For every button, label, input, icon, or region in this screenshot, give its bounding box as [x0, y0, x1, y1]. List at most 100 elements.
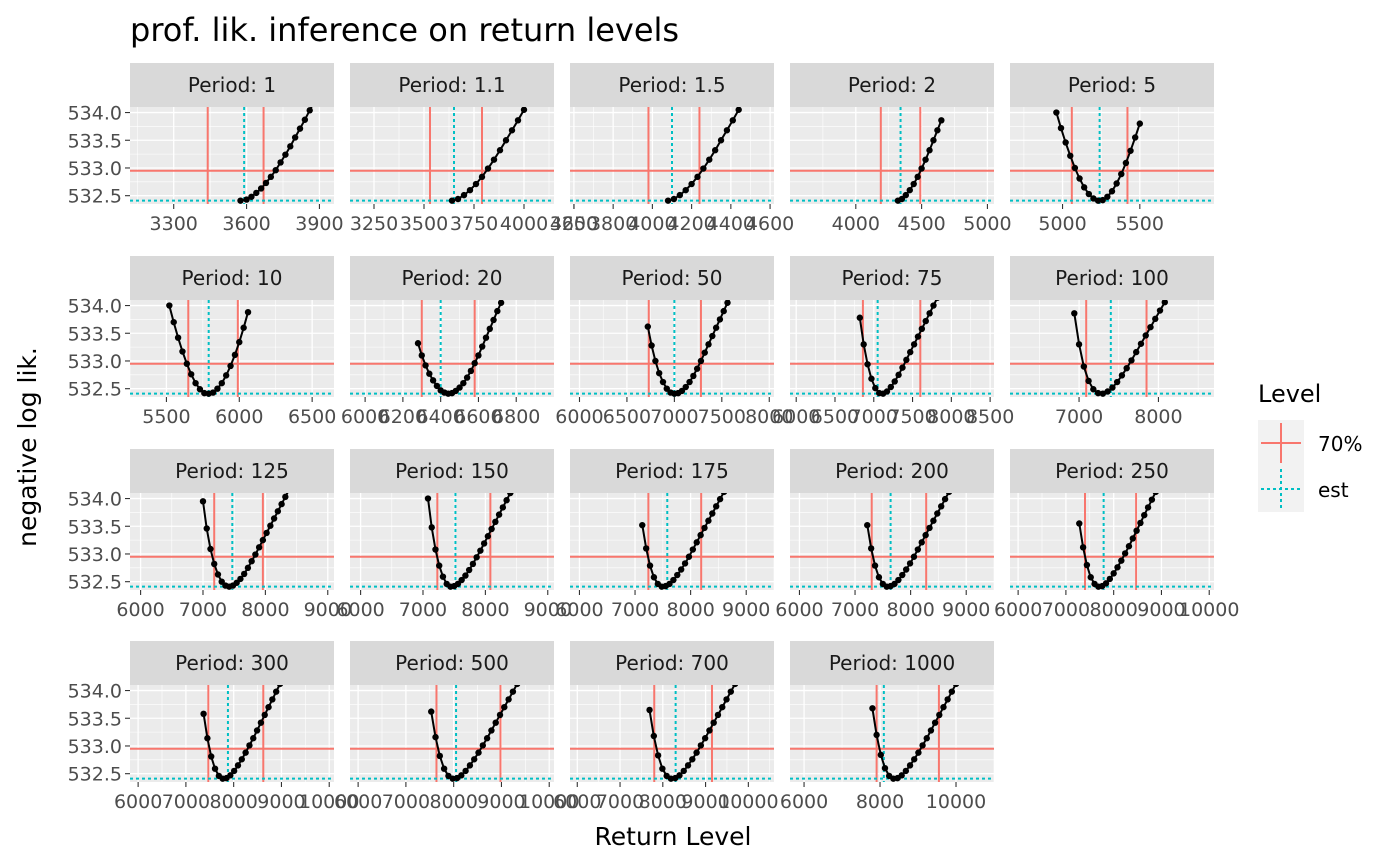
profile-point: [496, 711, 504, 719]
profile-point: [714, 711, 722, 719]
panel-plot-area: [790, 300, 994, 397]
profile-point: [953, 685, 960, 688]
y-tick-label: 534.0: [68, 296, 122, 318]
profile-point: [1083, 561, 1091, 569]
profile-point: [287, 143, 294, 150]
profile-point: [701, 524, 708, 532]
profile-point: [1057, 124, 1065, 132]
profile-point: [1152, 493, 1159, 496]
profile-point: [214, 571, 222, 578]
profile-point: [680, 767, 687, 775]
profile-point: [693, 539, 700, 546]
x-tick-label: 3600: [550, 213, 598, 235]
profile-point: [642, 545, 650, 552]
x-tick-label: 7000: [850, 406, 898, 428]
profile-point: [456, 384, 463, 391]
profile-point: [166, 302, 173, 309]
x-tick-label: 4000: [628, 213, 676, 235]
profile-point: [860, 341, 867, 348]
x-tick-label: 9000: [304, 599, 352, 621]
profile-point: [269, 696, 276, 703]
profile-point: [1156, 307, 1164, 314]
panel-plot-area: [790, 107, 994, 204]
facet-strip: [350, 641, 554, 685]
profile-point: [507, 493, 514, 497]
profile-point: [891, 378, 898, 385]
profile-point: [471, 756, 478, 763]
x-tick-label: 7000: [162, 791, 210, 813]
facet-strip: [570, 449, 774, 493]
x-tick-label: 6000: [215, 406, 263, 428]
profile-point: [697, 357, 705, 365]
profile-point: [490, 316, 497, 324]
profile-point: [677, 566, 685, 573]
profile-point: [648, 342, 655, 349]
profile-point: [1062, 139, 1069, 146]
x-tick-label: 6000: [994, 599, 1042, 621]
profile-point: [211, 765, 219, 772]
profile-point: [902, 566, 910, 573]
x-tick-label: 7000: [179, 599, 227, 621]
profile-point: [883, 388, 891, 395]
panel-background: [350, 107, 554, 204]
x-tick-label: 8000: [241, 599, 289, 621]
x-tick-label: 9000: [477, 791, 525, 813]
profile-point: [1099, 390, 1107, 397]
panel-plot-area: [350, 300, 554, 397]
x-tick-label: 9000: [942, 599, 990, 621]
panel-background: [350, 685, 554, 782]
profile-point: [689, 546, 697, 553]
y-tick-label: 533.5: [68, 130, 122, 152]
profile-point: [252, 551, 259, 558]
panel-plot-area: [130, 107, 334, 204]
profile-point: [930, 137, 937, 144]
profile-point: [257, 719, 265, 726]
facet-strip: [1010, 449, 1214, 493]
profile-point: [236, 338, 243, 346]
profile-point: [231, 351, 239, 359]
profile-point: [199, 498, 207, 505]
x-tick-label: 9000: [524, 599, 572, 621]
profile-point: [697, 742, 705, 749]
profile-point: [429, 377, 437, 384]
x-tick-label: 4250: [550, 213, 598, 235]
profile-point: [433, 382, 441, 390]
profile-point: [482, 334, 490, 341]
facet-strip: [1010, 256, 1214, 300]
profile-point: [439, 573, 447, 580]
facet-strip: [130, 449, 334, 493]
x-tick-label: 5000: [963, 213, 1011, 235]
legend-label-est: est: [1318, 478, 1349, 502]
profile-point: [1161, 300, 1168, 306]
profile-point: [659, 765, 666, 772]
panel-plot-area: [130, 685, 334, 782]
profile-point: [265, 703, 272, 711]
profile-point: [214, 385, 221, 392]
profile-point: [253, 189, 260, 197]
facet-strip-label: Period: 1000: [829, 651, 955, 675]
facet-panel: Period: 1000 6000 8000 10000: [780, 641, 994, 813]
profile-point: [1136, 120, 1144, 127]
profile-point: [436, 752, 444, 760]
profile-point: [941, 495, 949, 503]
x-tick-label: 5500: [142, 406, 190, 428]
x-tick-label: 6400: [416, 406, 464, 428]
profile-point: [458, 772, 465, 779]
profile-point: [488, 525, 495, 533]
profile-point: [906, 560, 914, 567]
profile-point: [688, 180, 695, 188]
y-tick-label: 533.5: [68, 323, 122, 345]
profile-point: [682, 186, 689, 194]
x-tick-label: 6000: [553, 791, 601, 813]
facet-strip: [790, 256, 994, 300]
profile-point: [670, 576, 677, 584]
x-tick-label: 7000: [1042, 599, 1090, 621]
facet-strip: [130, 256, 334, 300]
profile-point: [895, 576, 902, 584]
profile-point: [497, 300, 505, 306]
profile-point: [244, 564, 252, 572]
profile-point: [1071, 310, 1078, 317]
profile-point: [945, 493, 952, 496]
x-tick-label: 8500: [966, 406, 1014, 428]
